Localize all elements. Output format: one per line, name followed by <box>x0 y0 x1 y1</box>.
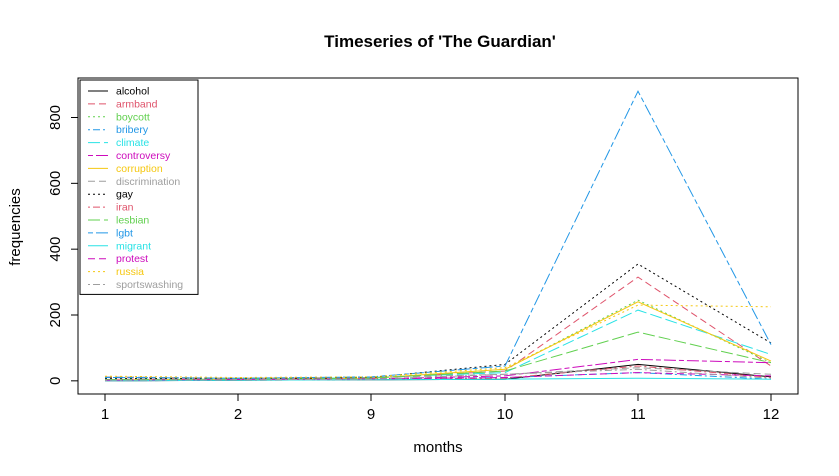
series-line-lgbt <box>104 90 772 379</box>
legend: alcoholarmbandboycottbriberyclimatecontr… <box>79 79 199 295</box>
x-tick-label-12: 12 <box>763 406 780 423</box>
x-axis-label: months <box>413 439 462 456</box>
y-tick-label-400: 400 <box>47 237 64 262</box>
legend-label-protest: protest <box>116 253 148 265</box>
legend-label-climate: climate <box>116 137 149 149</box>
x-tick-label-11: 11 <box>630 406 646 423</box>
y-tick-label-600: 600 <box>47 171 64 196</box>
series-line-climate <box>104 309 772 381</box>
x-tick-label-10: 10 <box>497 406 514 423</box>
x-tick-label-1: 1 <box>101 406 109 423</box>
legend-label-corruption: corruption <box>116 163 163 175</box>
y-axis-label: frequencies <box>7 188 24 266</box>
series-line-corruption <box>104 301 772 381</box>
legend-label-bribery: bribery <box>116 124 149 136</box>
legend-label-armband: armband <box>116 98 158 110</box>
plot-frame <box>77 77 799 395</box>
legend-label-boycott: boycott <box>116 111 150 123</box>
legend-label-discrimination: discrimination <box>116 176 180 188</box>
series-line-gay <box>104 263 772 380</box>
legend-label-controversy: controversy <box>116 150 171 162</box>
legend-label-russia: russia <box>116 266 144 278</box>
series-line-armband <box>104 276 772 380</box>
legend-label-migrant: migrant <box>116 240 151 252</box>
plot-area <box>104 90 772 382</box>
series-line-lesbian <box>104 331 772 380</box>
legend-label-sportswashing: sportswashing <box>116 279 183 291</box>
y-tick-label-200: 200 <box>47 302 64 327</box>
chart-title: Timeseries of 'The Guardian' <box>324 32 556 51</box>
y-tick-label-0: 0 <box>47 377 64 385</box>
series-line-russia <box>104 304 772 379</box>
x-tick-label-2: 2 <box>234 406 242 423</box>
legend-label-gay: gay <box>116 189 134 201</box>
legend-label-lesbian: lesbian <box>116 215 149 227</box>
series-line-sportswashing <box>104 368 772 381</box>
legend-label-alcohol: alcohol <box>116 86 149 98</box>
x-tick-label-9: 9 <box>367 406 375 423</box>
y-tick-label-800: 800 <box>47 105 64 130</box>
legend-label-iran: iran <box>116 202 134 214</box>
legend-label-lgbt: lgbt <box>116 227 133 239</box>
